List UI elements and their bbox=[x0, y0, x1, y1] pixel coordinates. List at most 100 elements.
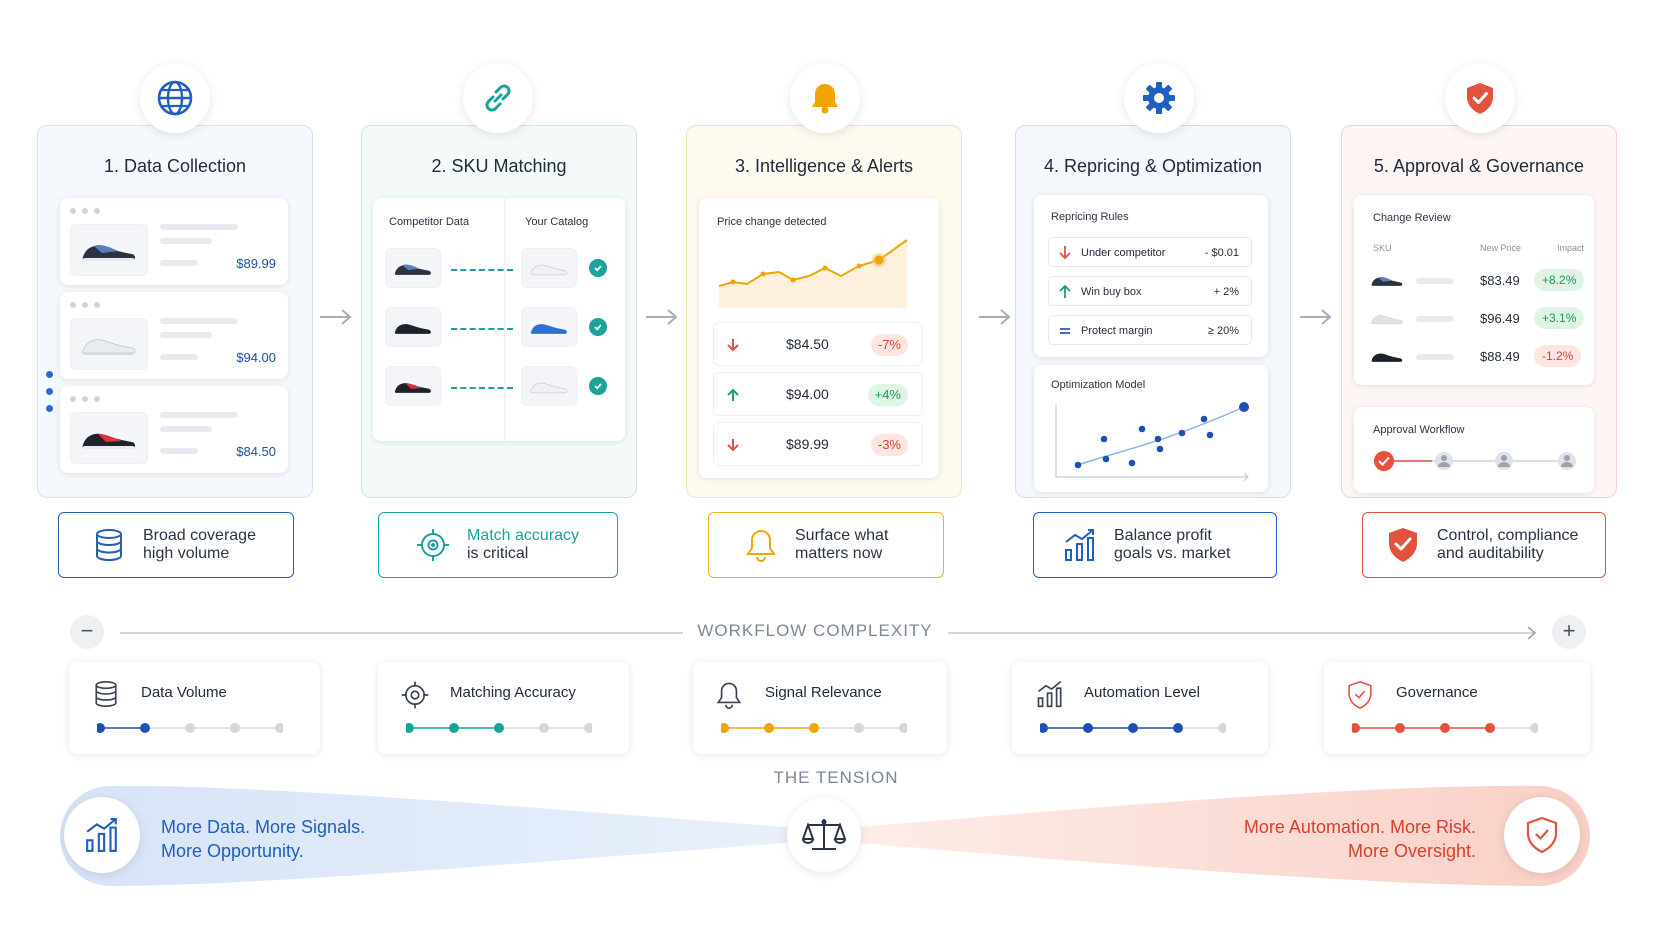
shield-icon bbox=[1348, 680, 1372, 710]
level-indicator bbox=[1040, 723, 1226, 733]
column-new-price: New Price bbox=[1480, 243, 1522, 253]
matching-table: Competitor Data Your Catalog bbox=[373, 198, 625, 441]
review-row[interactable] bbox=[1370, 310, 1404, 331]
impact-badge: -1.2% bbox=[1534, 345, 1582, 367]
alert-change-badge: -7% bbox=[870, 334, 908, 356]
level-dot-empty bbox=[854, 723, 864, 733]
summary-line: Broad coverage bbox=[143, 527, 256, 544]
flow-arrow-icon bbox=[646, 309, 678, 325]
review-row[interactable] bbox=[1370, 348, 1404, 369]
product-price: $89.99 bbox=[236, 256, 276, 271]
metric-data-volume: Data Volume bbox=[69, 662, 320, 754]
alert-row[interactable]: $89.99 -3% bbox=[713, 422, 923, 466]
summary-repricing: Balance profit goals vs. market bbox=[1033, 512, 1277, 578]
balance-scale-badge bbox=[787, 798, 861, 872]
gear-icon-badge bbox=[1124, 63, 1194, 133]
level-indicator bbox=[1352, 723, 1538, 733]
rule-value: + 2% bbox=[1213, 286, 1239, 298]
repricing-rules-panel: Repricing Rules Under competitor - $0.01… bbox=[1034, 195, 1268, 357]
stage-approval-governance: 5. Approval & Governance Change Review S… bbox=[1341, 125, 1617, 498]
summary-line: goals vs. market bbox=[1114, 545, 1231, 562]
growth-chart-badge bbox=[64, 797, 140, 873]
summary-line: Match accuracy bbox=[467, 527, 580, 544]
increase-complexity-button[interactable]: + bbox=[1552, 615, 1586, 649]
alert-price: $89.99 bbox=[786, 436, 829, 452]
decrease-complexity-button[interactable]: − bbox=[70, 615, 104, 649]
arrow-down-icon bbox=[727, 439, 739, 452]
shoe-thumbnail bbox=[1371, 353, 1403, 362]
bell-icon bbox=[812, 84, 838, 114]
stage-title: 3. Intelligence & Alerts bbox=[734, 156, 914, 176]
product-card: $94.00 bbox=[60, 292, 288, 379]
link-icon-badge bbox=[463, 63, 533, 133]
shoe-image bbox=[70, 318, 148, 370]
metric-automation-level: Automation Level bbox=[1012, 662, 1268, 754]
scale-icon bbox=[802, 819, 846, 850]
axis-line-left bbox=[120, 632, 683, 634]
summary-line: high volume bbox=[143, 545, 230, 562]
rule-label: Under competitor bbox=[1081, 247, 1166, 259]
competitor-shoe-image bbox=[385, 307, 441, 347]
bell-icon-badge bbox=[790, 63, 860, 133]
summary-line: Control, compliance bbox=[1437, 527, 1579, 544]
summary-line: Balance profit bbox=[1114, 527, 1212, 544]
optimization-model-panel: Optimization Model bbox=[1034, 365, 1268, 492]
rule-label: Protect margin bbox=[1081, 325, 1153, 337]
summary-line: matters now bbox=[795, 545, 883, 562]
shoe-image bbox=[70, 412, 148, 464]
link-icon bbox=[485, 84, 511, 112]
level-dot-filled bbox=[1485, 723, 1495, 733]
product-price: $84.50 bbox=[236, 444, 276, 459]
rule-row[interactable]: Protect margin ≥ 20% bbox=[1048, 315, 1252, 345]
workflow-complexity-label: WORKFLOW COMPLEXITY bbox=[697, 621, 933, 640]
database-icon bbox=[95, 681, 117, 708]
model-heading: Optimization Model bbox=[1051, 379, 1146, 391]
level-indicator bbox=[97, 723, 283, 733]
level-dot-filled bbox=[494, 723, 504, 733]
rule-value: ≥ 20% bbox=[1207, 325, 1239, 337]
level-dot-filled bbox=[1395, 723, 1405, 733]
match-row bbox=[385, 366, 441, 406]
window-dots bbox=[70, 396, 100, 402]
summary-governance: Control, compliance and auditability bbox=[1362, 512, 1606, 578]
summary-sku-matching: Match accuracy is critical bbox=[378, 512, 618, 578]
alert-row[interactable]: $84.50 -7% bbox=[713, 322, 923, 366]
rule-row[interactable]: Win buy box + 2% bbox=[1048, 276, 1252, 306]
rule-value: - $0.01 bbox=[1204, 247, 1239, 259]
arrow-up-icon bbox=[727, 388, 739, 401]
level-dot-filled bbox=[1128, 723, 1138, 733]
level-dot-empty bbox=[899, 723, 907, 733]
catalog-shoe-image bbox=[521, 307, 577, 347]
gear-icon bbox=[1143, 82, 1175, 114]
level-indicator bbox=[721, 723, 907, 733]
level-dot-filled bbox=[449, 723, 459, 733]
review-row[interactable] bbox=[1370, 272, 1404, 293]
database-icon bbox=[89, 525, 129, 565]
rule-row[interactable]: Under competitor - $0.01 bbox=[1048, 237, 1252, 267]
shoe-thumbnail bbox=[1371, 277, 1403, 286]
alert-row[interactable]: $94.00 +4% bbox=[713, 372, 923, 416]
axis-line-right bbox=[948, 632, 1534, 634]
flow-arrow-icon bbox=[1300, 309, 1332, 325]
chart-icon bbox=[86, 818, 117, 852]
summary-line: Surface what bbox=[795, 527, 889, 544]
scroll-indicator bbox=[46, 371, 54, 421]
rules-heading: Repricing Rules bbox=[1051, 211, 1129, 223]
competitor-shoe-image bbox=[385, 366, 441, 406]
summary-line: and auditability bbox=[1437, 545, 1544, 562]
alert-price: $94.00 bbox=[786, 386, 829, 402]
match-row bbox=[385, 307, 441, 347]
review-price: $88.49 bbox=[1480, 349, 1520, 364]
summary-intelligence-alerts: Surface what matters now bbox=[708, 512, 944, 578]
shoe-thumbnail bbox=[1371, 315, 1403, 325]
tension-left-text: More Data. More Signals. More Opportunit… bbox=[161, 815, 365, 863]
level-dot-filled bbox=[721, 723, 729, 733]
level-dot-filled bbox=[140, 723, 150, 733]
tension-right-line: More Oversight. bbox=[1347, 841, 1476, 861]
approval-workflow-panel: Approval Workflow bbox=[1354, 407, 1594, 493]
equals-icon bbox=[1060, 328, 1070, 334]
level-dot-filled bbox=[1040, 723, 1048, 733]
tension-label: THE TENSION bbox=[773, 768, 899, 787]
summary-line: is critical bbox=[467, 545, 529, 562]
metric-matching-accuracy: Matching Accuracy bbox=[378, 662, 629, 754]
